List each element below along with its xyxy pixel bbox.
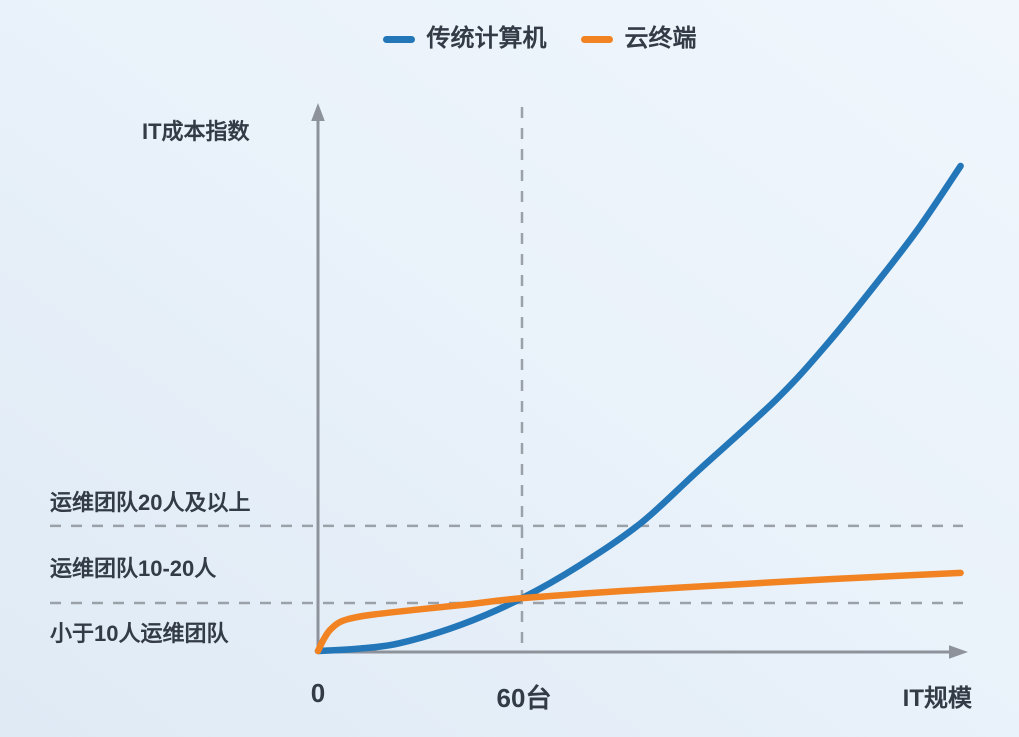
y-axis-arrow-icon [311,103,325,121]
legend-item-traditional-pc: 传统计算机 [382,24,547,54]
annotation-team-under-10: 小于10人运维团队 [50,621,229,646]
annotation-team-20-plus: 运维团队20人及以上 [50,490,251,515]
axes [311,103,968,659]
legend-label-cloud-terminal: 云终端 [624,25,697,52]
series-lines [314,162,964,655]
legend-item-cloud-terminal: 云终端 [580,24,697,54]
reference-lines [50,107,963,651]
legend-swatch-traditional-pc [382,35,415,43]
legend-label-traditional-pc: 传统计算机 [426,25,547,52]
y-axis-title: IT成本指数 [142,119,250,144]
series-line-0 [314,162,964,655]
series-line-1 [314,569,964,655]
x-axis-arrow-icon [949,645,968,659]
x-tick-label-60: 60台 [496,683,552,713]
x-tick-label-0: 0 [310,678,326,708]
annotation-team-10-20: 运维团队10-20人 [50,556,217,581]
x-axis-title: IT规模 [902,685,972,712]
legend-swatch-cloud-terminal [580,35,613,43]
legend: 传统计算机 云终端 [30,24,1019,54]
